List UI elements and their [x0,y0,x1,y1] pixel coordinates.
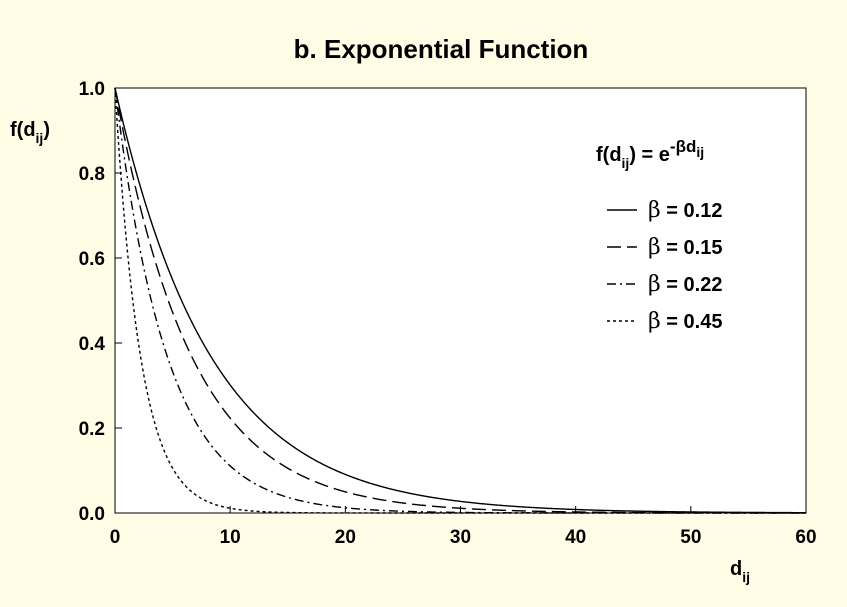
x-tick-label: 60 [795,527,816,548]
y-tick-label: 0.4 [79,334,106,355]
y-tick-label: 0.8 [79,164,105,185]
formula-label: f(dij) = e-βdij [596,137,704,171]
x-tick-label: 50 [680,527,701,548]
y-axis-label: f(dij) [10,119,50,146]
chart-title: b. Exponential Function [294,34,589,64]
x-tick-label: 30 [450,527,471,548]
x-tick-label: 40 [565,527,586,548]
x-tick-label: 0 [110,527,121,548]
y-tick-label: 0.2 [79,419,105,440]
plot-area [114,87,807,514]
x-tick-label: 20 [335,527,356,548]
legend: β = 0.12 β = 0.15 β = 0.22 β = 0.45 [607,198,722,334]
x-tick-label: 10 [220,527,241,548]
y-tick-label: 0.0 [79,504,105,525]
legend-label-1: β = 0.12 [648,198,722,223]
x-axis-label: dij [730,558,750,585]
legend-label-4: β = 0.45 [648,309,722,334]
axes-group: 0 10 20 30 40 50 60 0.0 0.2 0.4 0.6 0.8 1.0 [79,79,817,548]
y-tick-label: 1.0 [79,79,105,100]
y-tick-label: 0.6 [79,249,105,270]
legend-label-3: β = 0.22 [648,272,722,297]
legend-label-2: β = 0.15 [648,235,722,260]
